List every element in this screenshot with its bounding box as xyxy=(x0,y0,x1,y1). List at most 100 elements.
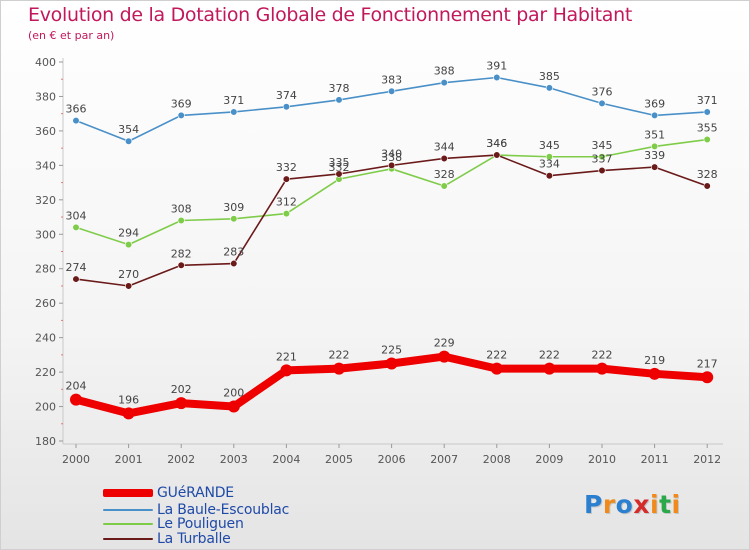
data-label-le-pouliguen: 346 xyxy=(486,137,507,150)
y-tick-label: 240 xyxy=(35,332,56,345)
data-label-le-pouliguen: 345 xyxy=(539,139,560,152)
legend-item-le-pouliguen: Le Pouliguen xyxy=(103,515,244,532)
data-point-guerande xyxy=(438,350,451,363)
y-tick-label: 380 xyxy=(35,90,56,103)
y-tick-label: 320 xyxy=(35,194,56,207)
data-point-la-baule-escoublac xyxy=(388,87,396,95)
x-tick-label: 2011 xyxy=(641,453,669,466)
data-label-la-baule-escoublac: 354 xyxy=(118,123,139,136)
data-point-la-baule-escoublac xyxy=(703,108,711,116)
proxiti-logo: Proxiti xyxy=(584,490,681,519)
data-label-le-pouliguen: 338 xyxy=(381,151,402,164)
data-label-la-baule-escoublac: 371 xyxy=(697,94,718,107)
data-label-guerande: 202 xyxy=(171,383,192,396)
data-label-la-turballe: 337 xyxy=(592,153,613,166)
data-label-le-pouliguen: 355 xyxy=(697,122,718,135)
data-label-la-baule-escoublac: 376 xyxy=(592,85,613,98)
data-label-guerande: 219 xyxy=(644,354,665,367)
data-label-guerande: 222 xyxy=(486,349,507,362)
data-label-guerande: 222 xyxy=(329,349,350,362)
legend-swatch-le-pouliguen xyxy=(103,522,153,525)
data-point-la-baule-escoublac xyxy=(230,108,238,116)
legend-item-guerande: GUéRANDE xyxy=(103,484,234,501)
data-point-la-turballe xyxy=(388,161,396,169)
data-point-guerande xyxy=(648,367,661,380)
data-point-la-baule-escoublac xyxy=(72,116,80,125)
data-label-le-pouliguen: 308 xyxy=(171,202,192,215)
data-label-guerande: 221 xyxy=(276,350,297,363)
data-label-la-baule-escoublac: 369 xyxy=(644,97,665,110)
legend-swatch-guerande xyxy=(103,488,153,497)
y-tick-label: 260 xyxy=(35,297,56,310)
logo-letter: i xyxy=(650,490,660,519)
data-point-le-pouliguen xyxy=(650,142,659,151)
legend-swatch-la-turballe xyxy=(103,537,153,540)
data-label-la-turballe: 340 xyxy=(381,147,402,160)
chart-subtitle: (en € et par an) xyxy=(28,29,115,42)
x-tick-label: 2004 xyxy=(272,453,300,466)
data-point-guerande xyxy=(333,362,345,375)
data-point-guerande xyxy=(175,397,188,410)
data-point-la-baule-escoublac xyxy=(177,111,185,120)
x-tick-label: 2000 xyxy=(62,453,90,466)
data-point-la-turballe xyxy=(598,166,606,175)
data-point-la-baule-escoublac xyxy=(598,99,606,107)
y-tick-label: 360 xyxy=(35,125,56,138)
y-tick-label: 280 xyxy=(35,263,56,276)
logo-letter: t xyxy=(659,490,672,519)
data-point-guerande xyxy=(70,393,82,406)
data-point-la-turballe xyxy=(703,182,711,190)
data-label-la-turballe: 283 xyxy=(223,246,244,259)
data-point-la-baule-escoublac xyxy=(650,111,659,120)
series-line-la-turballe xyxy=(75,154,709,287)
legend-label: Le Pouliguen xyxy=(157,515,244,532)
data-label-la-baule-escoublac: 378 xyxy=(329,82,350,95)
data-point-la-baule-escoublac xyxy=(124,137,133,145)
y-tick-label: 400 xyxy=(35,56,56,69)
data-label-la-baule-escoublac: 385 xyxy=(539,70,560,83)
data-label-le-pouliguen: 309 xyxy=(223,201,244,214)
data-label-guerande: 222 xyxy=(592,349,613,362)
data-point-le-pouliguen xyxy=(230,215,238,223)
data-label-le-pouliguen: 294 xyxy=(118,227,139,240)
data-label-la-turballe: 334 xyxy=(539,158,560,171)
data-label-la-baule-escoublac: 371 xyxy=(223,94,244,107)
data-point-guerande xyxy=(122,407,135,420)
data-label-la-baule-escoublac: 391 xyxy=(486,60,507,73)
data-label-la-turballe: 344 xyxy=(434,140,455,153)
data-point-guerande xyxy=(280,364,293,377)
data-point-la-baule-escoublac xyxy=(493,73,501,82)
data-point-guerande xyxy=(543,362,556,375)
data-point-le-pouliguen xyxy=(282,210,291,218)
y-tick-label: 180 xyxy=(35,435,56,448)
data-point-la-turballe xyxy=(282,175,291,183)
legend-label: GUéRANDE xyxy=(157,484,234,501)
x-tick-label: 2007 xyxy=(430,453,458,466)
data-label-la-turballe: 335 xyxy=(329,156,350,169)
data-label-guerande: 217 xyxy=(697,357,718,370)
data-point-la-turballe xyxy=(177,261,185,269)
logo-letter: o xyxy=(615,490,634,519)
x-tick-label: 2009 xyxy=(535,453,563,466)
data-label-guerande: 229 xyxy=(434,337,455,350)
data-label-la-baule-escoublac: 366 xyxy=(66,103,87,116)
data-point-le-pouliguen xyxy=(72,223,80,231)
data-point-le-pouliguen xyxy=(440,182,448,190)
data-point-la-baule-escoublac xyxy=(545,84,554,92)
data-point-la-turballe xyxy=(650,163,659,171)
data-label-le-pouliguen: 345 xyxy=(592,139,613,152)
data-label-la-turballe: 328 xyxy=(697,168,718,181)
x-tick-label: 2006 xyxy=(378,453,406,466)
data-point-guerande xyxy=(596,362,608,375)
data-point-la-turballe xyxy=(545,172,554,180)
data-label-la-turballe: 270 xyxy=(118,268,139,281)
data-point-la-baule-escoublac xyxy=(282,103,291,111)
data-point-la-turballe xyxy=(230,259,238,268)
x-tick-label: 2010 xyxy=(588,453,616,466)
data-label-la-turballe: 346 xyxy=(486,137,507,150)
data-label-guerande: 222 xyxy=(539,349,560,362)
data-label-la-turballe: 332 xyxy=(276,161,297,174)
data-label-le-pouliguen: 304 xyxy=(66,209,87,222)
y-tick-label: 300 xyxy=(35,228,56,241)
